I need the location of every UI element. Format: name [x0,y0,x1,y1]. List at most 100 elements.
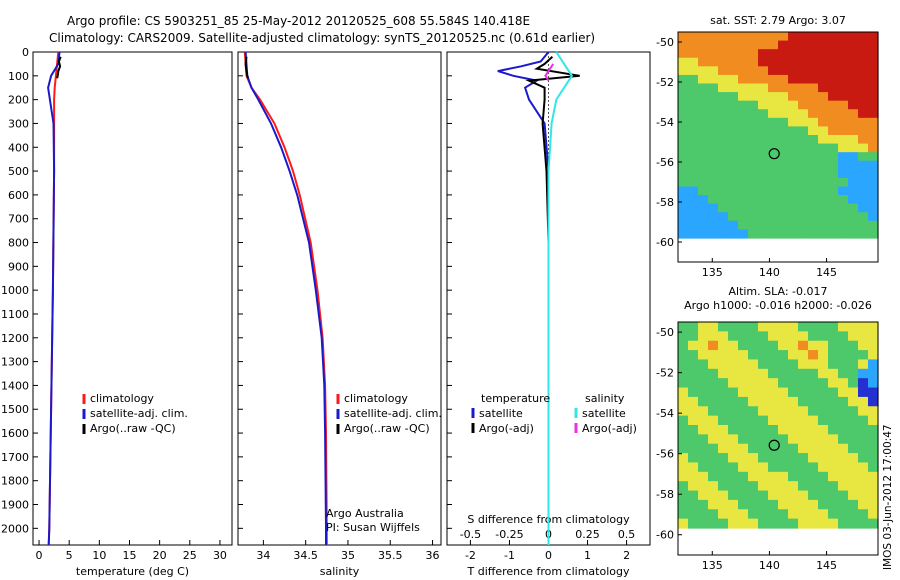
map-cell [818,83,829,93]
map-cell [768,499,779,510]
map-cell [858,350,869,361]
map-cell [838,481,849,492]
map-cell [788,126,799,136]
map-cell [738,126,749,136]
map-cell [718,387,729,398]
map-cell [738,40,749,50]
legend-label: satellite [582,407,626,420]
map-cell [818,169,829,179]
map-cell [728,169,739,179]
map-cell [798,396,809,407]
map-cell [778,92,789,102]
map-cell [768,443,779,454]
map-cell [718,331,729,342]
map-cell [868,220,879,231]
map-cell [748,169,759,179]
map-cell [858,229,869,239]
map-cell [778,368,789,379]
map-cell [768,186,779,196]
map-cell [738,143,749,153]
map-cell [698,509,709,520]
map-cell [838,177,849,188]
map-cell [808,152,819,162]
map-cell [718,340,729,351]
map-cell [708,229,719,239]
map-cell [808,434,819,445]
map-cell [818,229,829,239]
map-cell [838,66,849,76]
map-cell [798,160,809,170]
map-cell [708,49,719,59]
map-cell [678,518,689,529]
map-cell [788,322,799,332]
map-cell [828,378,839,389]
map-cell [768,32,779,42]
map-cell [778,387,789,398]
map-cell [738,518,749,529]
map-cell [728,212,739,222]
map-cell [798,471,809,482]
map-cell [678,117,689,128]
map-cell [788,195,799,205]
map-cell [828,387,839,398]
map-cell [748,518,759,529]
map-cell [798,32,809,42]
map-cell [818,57,829,67]
map-cell [808,126,819,136]
map-cell [778,177,789,188]
map-cell [758,177,769,188]
map-cell [798,462,809,473]
map-cell [698,135,709,145]
map-cell [768,40,779,50]
map-cell [698,220,709,231]
map-cell [718,212,729,222]
map-cell [788,350,799,361]
map-cell [688,387,699,398]
map-cell [828,434,839,445]
map-cell [828,135,839,145]
map-cell [798,152,809,162]
map-cell [678,195,689,205]
map-cell [868,195,879,205]
map-cell [768,220,779,231]
y-tick-label: 300 [8,117,29,130]
map-cell [708,443,719,454]
map-cell [848,117,859,128]
map-cell [728,322,739,332]
map-cell [708,387,719,398]
map-cell [778,378,789,389]
map-cell [718,203,729,213]
map-cell [688,396,699,407]
map-cell [788,32,799,42]
map-cell [698,126,709,136]
map-cell [818,499,829,510]
map-cell [678,434,689,445]
map-cell [768,434,779,445]
map-cell [798,359,809,370]
map-cell [728,509,739,520]
temperature-panel: 0100200300400500600700800900100011001200… [1,46,233,578]
map-cell [818,453,829,464]
series-line-argo [56,56,62,79]
map-cell [768,340,779,351]
map-cell [858,152,869,162]
map-cell [848,387,859,398]
map-cell [848,490,859,501]
map-cell [708,322,719,332]
map-cell [778,160,789,170]
map-cell [828,169,839,179]
map-cell [688,462,699,473]
map-cell [778,453,789,464]
map-cell [738,49,749,59]
map-cell [758,212,769,222]
map-cell [828,471,839,482]
map-cell [728,49,739,59]
map-cell [808,57,819,67]
map-cell [698,471,709,482]
map-cell [788,396,799,407]
map-cell [788,368,799,379]
map-cell [848,57,859,67]
map-cell [808,135,819,145]
map-cell [828,518,839,529]
map-cell [678,359,689,370]
